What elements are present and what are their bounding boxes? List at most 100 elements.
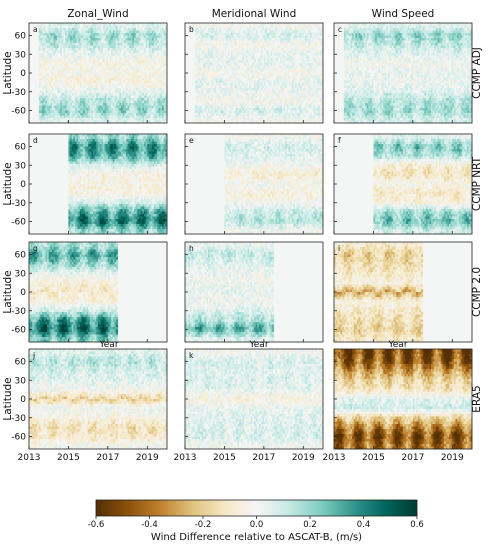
heatmap-cell <box>116 65 119 69</box>
heatmap-cell <box>76 30 79 34</box>
heatmap-cell <box>65 53 68 56</box>
heatmap-cell <box>109 83 112 86</box>
heatmap-cell <box>84 38 87 41</box>
heatmap-cell <box>150 103 153 106</box>
heatmap-cell <box>84 115 87 119</box>
heatmap-cell <box>117 33 120 36</box>
heatmap-cell <box>79 48 82 51</box>
heatmap-cell <box>96 103 99 106</box>
heatmap-cell <box>65 103 68 106</box>
heatmap-cell <box>79 110 82 114</box>
heatmap-cell <box>76 70 79 74</box>
heatmap-cell <box>135 83 138 86</box>
heatmap-cell <box>127 78 130 81</box>
heatmap-cell <box>112 90 115 94</box>
heatmap-cell <box>43 103 46 106</box>
heatmap-cell <box>60 118 63 121</box>
heatmap-cell <box>84 23 87 26</box>
heatmap-cell <box>76 73 79 76</box>
heatmap-cell <box>53 100 56 104</box>
heatmap-cell <box>70 25 73 29</box>
heatmap-cell <box>121 70 123 74</box>
heatmap-cell <box>98 103 100 106</box>
heatmap-cell <box>73 53 76 56</box>
heatmap-cell <box>112 25 115 29</box>
heatmap-cell <box>116 50 119 54</box>
heatmap-cell <box>137 30 140 34</box>
heatmap-cell <box>79 63 82 66</box>
heatmap-cell <box>142 23 145 26</box>
heatmap-cell <box>47 53 50 56</box>
heatmap-cell <box>83 60 86 64</box>
heatmap-cell <box>144 100 146 104</box>
heatmap-cell <box>119 48 122 51</box>
heatmap-cell <box>139 38 142 41</box>
heatmap-cell <box>107 105 110 109</box>
heatmap-cell <box>38 103 41 106</box>
heatmap-cell <box>152 88 155 91</box>
heatmap-cell <box>150 85 153 89</box>
heatmap-cell <box>43 83 46 86</box>
heatmap-cell <box>58 78 61 81</box>
heatmap-cell <box>125 23 128 26</box>
heatmap-cell <box>93 113 96 116</box>
heatmap-cell <box>91 68 94 71</box>
heatmap-cell <box>83 83 86 86</box>
heatmap-cell <box>40 63 43 66</box>
heatmap-cell <box>144 105 146 109</box>
heatmap-cell <box>47 78 50 81</box>
heatmap-cell <box>130 63 133 66</box>
heatmap-cell <box>48 65 51 69</box>
heatmap-cell <box>50 68 53 71</box>
heatmap-cell <box>94 33 97 36</box>
heatmap-cell <box>124 40 127 44</box>
heatmap-cell <box>121 110 123 114</box>
heatmap-cell <box>98 93 100 96</box>
heatmap-cell <box>147 65 150 69</box>
heatmap-cell <box>132 25 135 29</box>
heatmap-cell <box>140 60 143 64</box>
heatmap-cell <box>130 60 133 64</box>
heatmap-cell <box>124 25 127 29</box>
heatmap-cell <box>76 38 79 41</box>
heatmap-cell <box>79 83 82 86</box>
heatmap-cell <box>89 93 92 96</box>
heatmap-cell <box>86 103 89 106</box>
heatmap-cell <box>56 65 59 69</box>
heatmap-cell <box>139 65 142 69</box>
heatmap-cell <box>119 60 122 64</box>
heatmap-cell <box>56 33 59 36</box>
heatmap-cell <box>129 58 132 61</box>
heatmap-cell <box>50 60 53 64</box>
heatmap-cell <box>43 35 46 39</box>
heatmap-cell <box>109 80 112 84</box>
heatmap-cell <box>101 33 104 36</box>
heatmap-cell <box>60 45 63 49</box>
heatmap-cell <box>122 45 125 49</box>
heatmap-cell <box>91 73 94 76</box>
heatmap-cell <box>139 100 142 104</box>
heatmap-cell <box>58 48 61 51</box>
heatmap-cell <box>102 28 105 31</box>
heatmap-cell <box>124 90 127 94</box>
heatmap-cell <box>73 35 76 39</box>
heatmap-cell <box>56 93 59 96</box>
heatmap-cell <box>148 48 151 51</box>
heatmap-cell <box>81 38 84 41</box>
heatmap-cell <box>127 100 130 104</box>
heatmap-cell <box>117 83 120 86</box>
heatmap-cell <box>66 50 69 54</box>
heatmap-cell <box>122 110 125 114</box>
heatmap-cell <box>134 108 137 111</box>
heatmap-cell <box>65 108 68 111</box>
heatmap-cell <box>127 68 130 71</box>
heatmap-cell <box>94 68 97 71</box>
heatmap-cell <box>93 103 96 106</box>
heatmap-cell <box>116 73 119 76</box>
heatmap-cell <box>132 75 135 79</box>
heatmap-cell <box>48 118 51 121</box>
heatmap-cell <box>98 40 100 44</box>
heatmap-cell <box>122 55 125 59</box>
heatmap-cell <box>124 98 127 101</box>
heatmap-cell <box>89 70 92 74</box>
